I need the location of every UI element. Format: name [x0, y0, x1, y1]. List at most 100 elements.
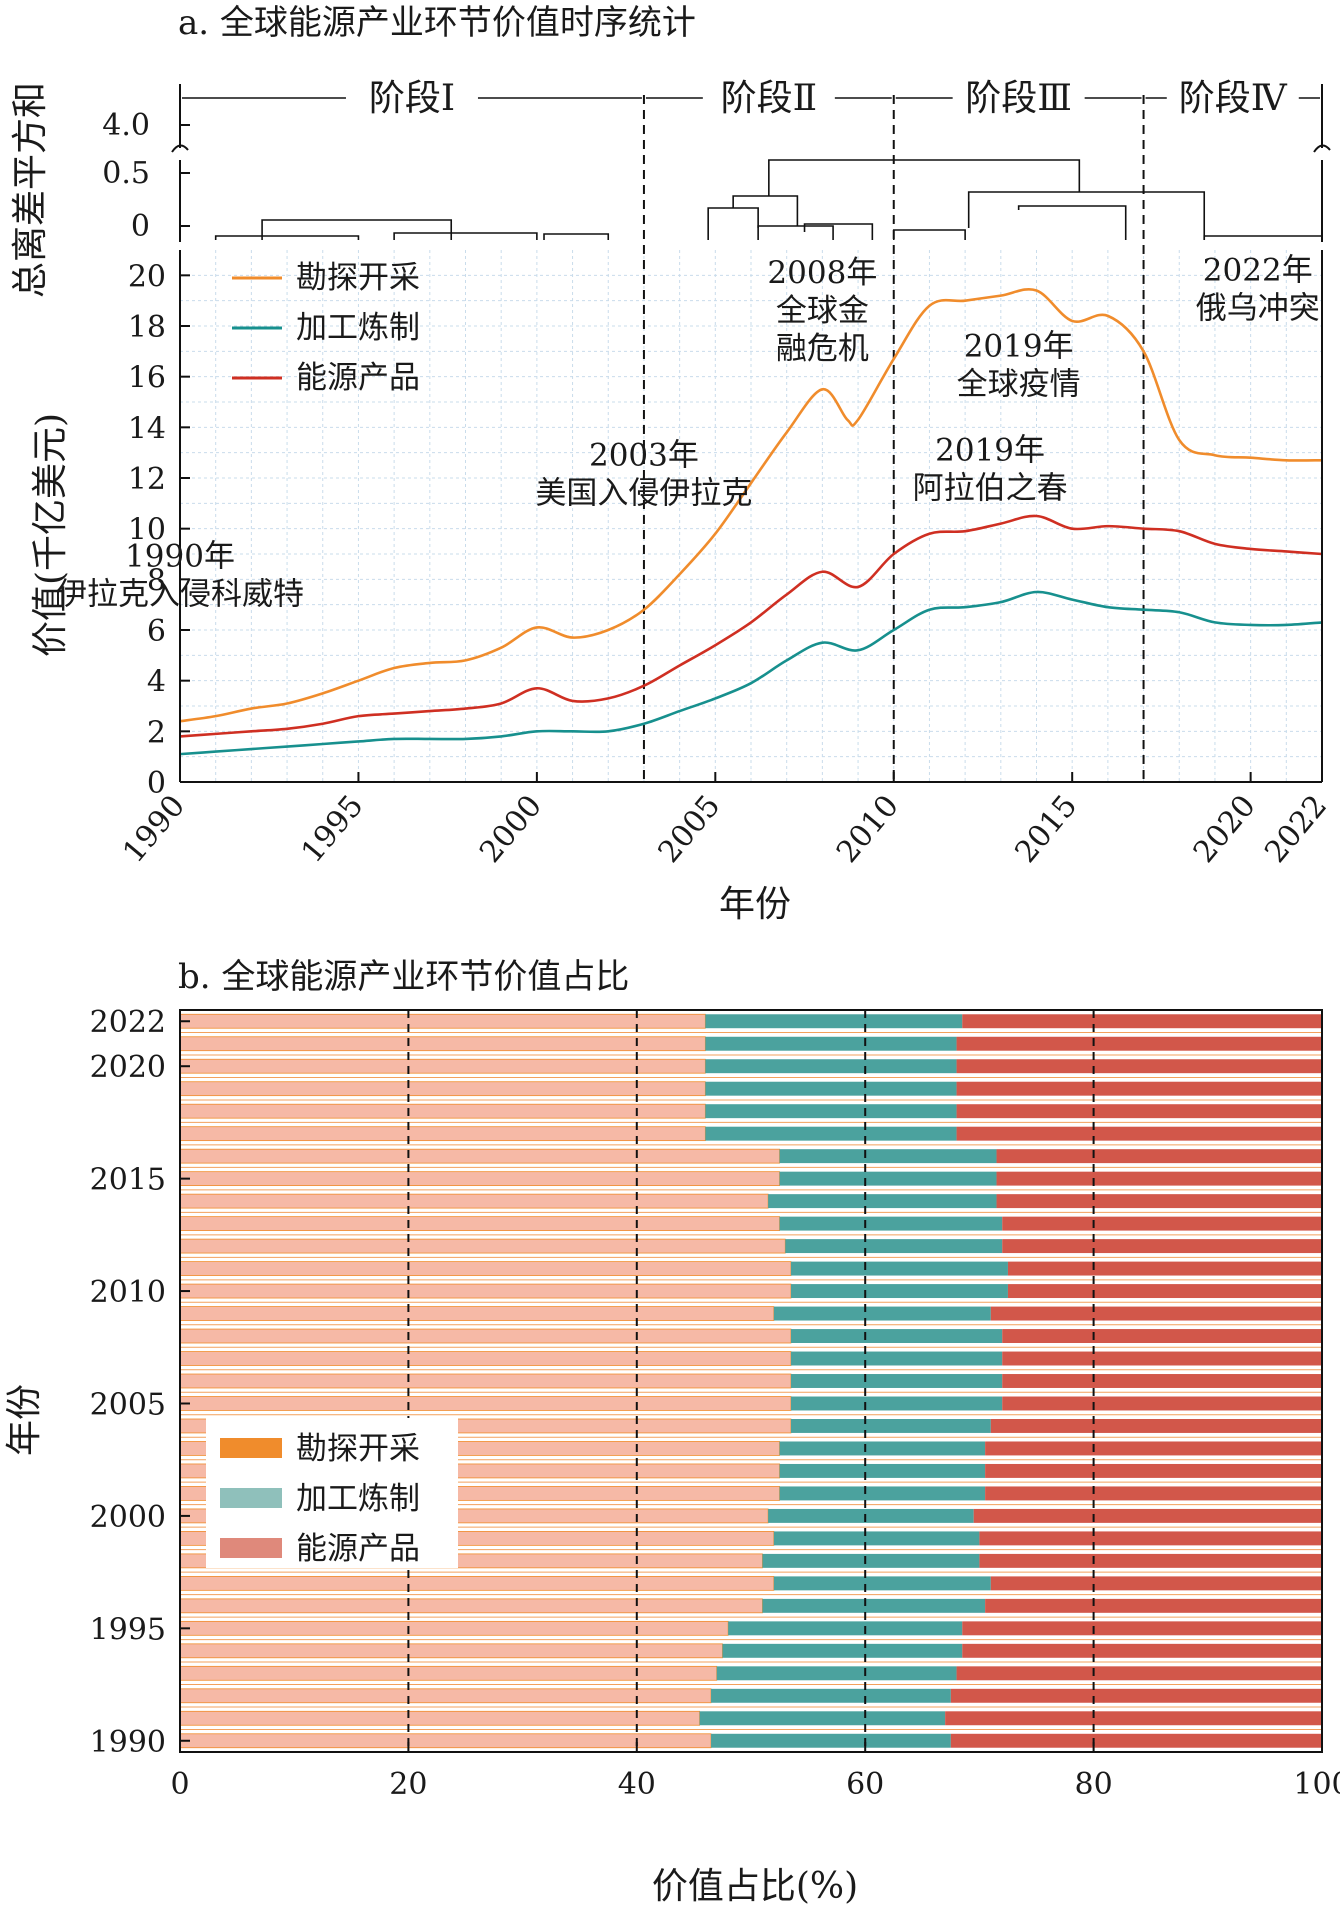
bar-segment-exploration	[179, 1688, 712, 1704]
legend-label: 加工炼制	[296, 310, 420, 346]
bar-segment-energy-products	[996, 1194, 1322, 1209]
x-tick-label: 2020	[1187, 789, 1263, 870]
bar-segment-refining	[790, 1418, 991, 1433]
bar-segment-energy-products	[956, 1081, 1322, 1096]
stage-label: 阶段Ⅱ	[721, 78, 817, 119]
bar-segment-energy-products	[956, 1126, 1322, 1141]
bar-segment-exploration	[179, 1710, 701, 1726]
y-tick-label: 2015	[90, 1163, 166, 1198]
bar-segment-refining	[790, 1284, 1008, 1299]
annotation-label: 俄乌冲突	[1196, 290, 1320, 326]
bar-segment-energy-products	[1002, 1216, 1322, 1231]
bar-segment-energy-products	[979, 1553, 1322, 1568]
dendrogram-branch	[1203, 235, 1323, 240]
bar-segment-refining	[779, 1441, 986, 1456]
x-tick-label: 40	[618, 1767, 656, 1802]
bar-segment-exploration	[179, 1126, 706, 1142]
bar-segment-refining	[779, 1216, 1003, 1231]
annotation-label: 伊拉克入侵科威特	[56, 577, 304, 613]
x-tick-label: 2010	[830, 789, 906, 870]
bar-segment-exploration	[179, 1598, 763, 1614]
x-tick-label: 60	[846, 1767, 884, 1802]
bar-segment-exploration	[179, 1396, 792, 1411]
y-axis-label: 价值(千亿美元)	[30, 413, 71, 657]
bar-segment-refining	[779, 1149, 997, 1164]
bar-segment-exploration	[179, 1238, 786, 1254]
dendrogram-branch	[214, 235, 360, 240]
bar-segment-energy-products	[985, 1598, 1322, 1613]
bar-segment-energy-products	[1007, 1261, 1322, 1276]
legend-swatch	[220, 1438, 282, 1458]
bar-segment-exploration	[179, 1148, 780, 1164]
bar-segment-energy-products	[962, 1643, 1322, 1658]
plot-border	[179, 1009, 1323, 1753]
bar-segment-exploration	[179, 1351, 792, 1366]
annotation-label: 全球疫情	[957, 366, 1081, 402]
legend-swatch	[220, 1538, 282, 1558]
annotation-label: 2008年	[767, 255, 877, 291]
y-tick-label: 20	[128, 259, 166, 294]
dendrogram-branch	[707, 207, 759, 240]
bar-segment-refining	[711, 1733, 951, 1748]
bar-segment-energy-products	[979, 1531, 1322, 1546]
dendrogram-branch	[1017, 205, 1127, 240]
annotation-label: 2019年	[935, 432, 1045, 468]
bar-segment-refining	[722, 1643, 963, 1658]
bar-segment-energy-products	[962, 1014, 1322, 1029]
bar-segment-refining	[705, 1126, 957, 1141]
legend-label: 勘探开采	[296, 1431, 420, 1467]
bar-segment-refining	[762, 1598, 986, 1613]
series-line-refining	[179, 590, 1323, 756]
bar-segment-energy-products	[1002, 1239, 1322, 1254]
x-tick-label: 100	[1293, 1767, 1340, 1802]
legend-label: 勘探开采	[296, 260, 420, 296]
y-tick-labels: 1990 1995 2000 2005 2010 2015 2020 2022	[90, 1005, 190, 1760]
y-axis-label: 年份	[4, 1384, 45, 1456]
bar-segment-energy-products	[996, 1149, 1322, 1164]
dendrogram-branch	[803, 223, 874, 240]
bar-segment-exploration	[179, 1306, 775, 1321]
annotation-label: 2003年	[589, 437, 699, 473]
y-tick-label: 12	[128, 462, 166, 497]
dendrogram-branch	[757, 225, 834, 240]
bar-segment-refining	[728, 1621, 963, 1636]
bar-segment-energy-products	[962, 1621, 1322, 1636]
legend-swatch	[220, 1488, 282, 1508]
dendrogram: 4.0 0.5 0 总离差平方和 阶段Ⅰ 阶段Ⅱ 阶段Ⅲ 阶段Ⅳ	[10, 78, 1331, 298]
bar-segment-energy-products	[956, 1104, 1322, 1119]
bar-segment-exploration	[179, 1103, 706, 1119]
bar-segment-refining	[711, 1688, 951, 1703]
bar-segment-exploration	[179, 1733, 712, 1749]
dendrogram-branch	[261, 219, 453, 240]
y-tick-label: 10	[128, 513, 166, 548]
annotation-label: 1990年	[125, 539, 235, 575]
bar-segment-exploration	[179, 1036, 706, 1052]
annotation-label: 阿拉伯之春	[913, 470, 1068, 506]
y-tick-label: 2000	[90, 1500, 166, 1535]
axis-break-mark	[1313, 144, 1331, 153]
x-tick-label: 80	[1075, 1767, 1113, 1802]
dendrogram-tick-label: 0	[131, 209, 150, 244]
dendrogram-branch	[892, 229, 966, 240]
bar-segment-energy-products	[990, 1418, 1322, 1433]
bar-segment-refining	[699, 1711, 946, 1726]
bar-segment-refining	[773, 1531, 980, 1546]
panel-b-title: b. 全球能源产业环节价值占比	[178, 957, 629, 997]
plot-frame	[179, 1009, 1323, 1753]
x-axis-label: 年份	[719, 884, 791, 925]
series-line-energy-products	[179, 514, 1323, 738]
stage-dividers	[642, 95, 1145, 782]
x-tick-label: 2005	[652, 789, 728, 870]
bar-segment-energy-products	[1002, 1396, 1322, 1411]
bar-segment-energy-products	[945, 1711, 1322, 1726]
bar-segment-energy-products	[985, 1441, 1322, 1456]
dendrogram-lines	[171, 84, 1331, 242]
dendrogram-branch	[967, 191, 1206, 240]
bar-segment-refining	[773, 1576, 991, 1591]
bar-segment-energy-products	[956, 1059, 1322, 1074]
y-tick-label: 2	[147, 715, 166, 750]
